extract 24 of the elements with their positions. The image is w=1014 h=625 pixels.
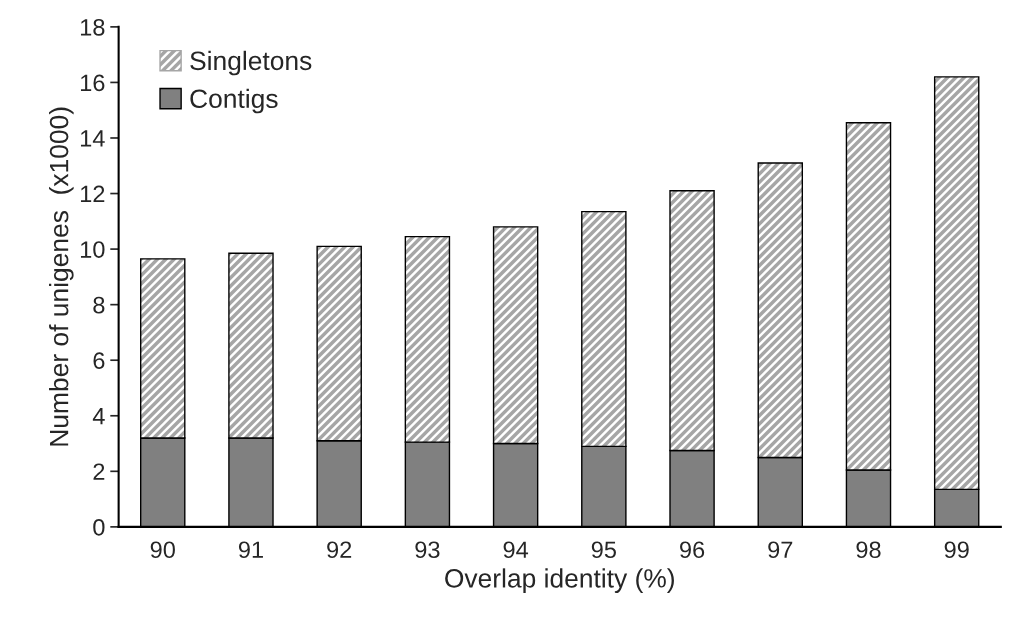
- x-tick-label: 91: [238, 541, 263, 559]
- x-tick-label: 96: [680, 541, 705, 559]
- x-tick-label: 97: [768, 541, 793, 559]
- x-tick-label: 93: [415, 541, 440, 559]
- y-tick-label: 12: [80, 185, 105, 203]
- y-tick-label: 14: [80, 130, 105, 147]
- y-axis-title: Number of unigenes (x1000): [49, 107, 74, 446]
- y-tick-label: 16: [80, 74, 105, 92]
- x-tick-label: 94: [503, 541, 529, 559]
- y-tick-label: 6: [93, 352, 105, 369]
- y-tick-label: 18: [80, 18, 105, 36]
- x-axis-title: Overlap identity (%): [445, 568, 674, 593]
- y-tick-label: 4: [92, 408, 105, 425]
- y-tick-label: 8: [93, 296, 105, 314]
- y-tick-label: 0: [93, 518, 105, 536]
- x-tick-label: 95: [591, 541, 616, 559]
- x-tick-label: 90: [150, 541, 175, 559]
- y-tick-label: 2: [93, 463, 105, 480]
- legend-label: Contigs: [190, 88, 278, 114]
- y-tick-label: 10: [80, 241, 105, 258]
- legend-label: Singletons: [190, 50, 312, 76]
- x-tick-label: 99: [944, 541, 969, 559]
- x-tick-label: 92: [327, 541, 352, 559]
- x-tick-label: 98: [856, 541, 881, 559]
